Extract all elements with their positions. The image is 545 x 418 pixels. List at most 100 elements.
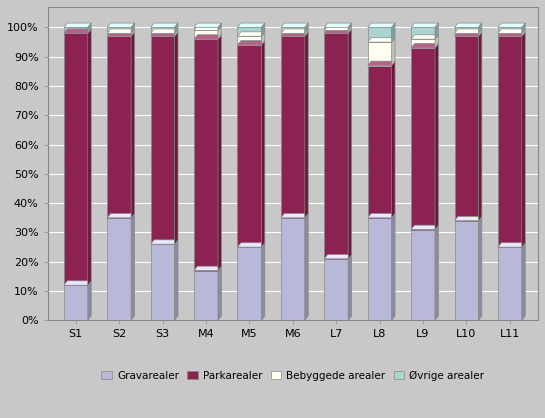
Polygon shape — [479, 32, 482, 221]
Polygon shape — [281, 29, 308, 33]
Polygon shape — [218, 23, 221, 31]
Bar — [368, 66, 391, 218]
Polygon shape — [262, 23, 265, 36]
Polygon shape — [498, 32, 525, 36]
Bar — [455, 36, 479, 221]
Polygon shape — [391, 214, 395, 320]
Polygon shape — [238, 32, 265, 36]
Polygon shape — [479, 29, 482, 36]
Polygon shape — [64, 23, 91, 28]
Polygon shape — [131, 23, 135, 33]
Bar — [107, 28, 131, 33]
Bar — [150, 244, 174, 320]
Polygon shape — [522, 243, 525, 320]
Bar — [411, 39, 435, 48]
Polygon shape — [391, 38, 395, 66]
Bar — [411, 229, 435, 320]
Polygon shape — [348, 29, 352, 259]
Polygon shape — [498, 29, 525, 33]
Polygon shape — [411, 43, 438, 48]
Polygon shape — [88, 29, 91, 285]
Polygon shape — [281, 214, 308, 218]
Polygon shape — [262, 41, 265, 247]
Bar — [64, 28, 88, 33]
Polygon shape — [324, 29, 352, 33]
Bar — [107, 33, 131, 36]
Polygon shape — [435, 35, 438, 48]
Bar — [455, 221, 479, 320]
Bar — [281, 28, 305, 33]
Polygon shape — [218, 26, 221, 39]
Polygon shape — [194, 266, 221, 270]
Bar — [194, 39, 218, 270]
Polygon shape — [194, 23, 221, 28]
Bar — [455, 33, 479, 36]
Bar — [281, 36, 305, 218]
Bar — [194, 31, 218, 39]
Bar — [368, 42, 391, 66]
Bar — [498, 247, 522, 320]
Polygon shape — [368, 38, 395, 42]
Polygon shape — [368, 61, 395, 66]
Bar — [64, 285, 88, 320]
Bar — [107, 36, 131, 218]
Polygon shape — [131, 29, 135, 36]
Polygon shape — [455, 23, 482, 28]
Polygon shape — [305, 29, 308, 36]
Polygon shape — [107, 32, 135, 36]
Polygon shape — [218, 266, 221, 320]
Polygon shape — [218, 35, 221, 270]
Bar — [498, 28, 522, 33]
Bar — [498, 33, 522, 36]
Polygon shape — [150, 29, 178, 33]
Polygon shape — [435, 43, 438, 229]
Polygon shape — [238, 41, 265, 45]
Bar — [324, 33, 348, 259]
Polygon shape — [324, 26, 352, 31]
Polygon shape — [324, 255, 352, 259]
Bar — [238, 247, 262, 320]
Polygon shape — [150, 240, 178, 244]
Polygon shape — [455, 217, 482, 221]
Polygon shape — [368, 23, 395, 28]
Polygon shape — [435, 23, 438, 39]
Bar — [324, 31, 348, 33]
Polygon shape — [131, 32, 135, 218]
Bar — [411, 48, 435, 229]
Polygon shape — [522, 29, 525, 36]
Bar — [498, 36, 522, 247]
Polygon shape — [348, 255, 352, 320]
Polygon shape — [107, 214, 135, 218]
Polygon shape — [411, 23, 438, 28]
Bar — [107, 218, 131, 320]
Bar — [455, 28, 479, 33]
Polygon shape — [498, 243, 525, 247]
Bar — [150, 36, 174, 244]
Bar — [194, 270, 218, 320]
Bar — [368, 28, 391, 42]
Bar — [281, 218, 305, 320]
Polygon shape — [305, 32, 308, 218]
Polygon shape — [479, 23, 482, 33]
Bar — [368, 218, 391, 320]
Bar — [194, 28, 218, 31]
Bar — [238, 45, 262, 247]
Bar — [150, 28, 174, 33]
Polygon shape — [411, 35, 438, 39]
Bar — [238, 28, 262, 36]
Polygon shape — [455, 29, 482, 33]
Polygon shape — [174, 23, 178, 33]
Polygon shape — [131, 214, 135, 320]
Polygon shape — [174, 32, 178, 244]
Polygon shape — [324, 23, 352, 28]
Polygon shape — [522, 32, 525, 247]
Polygon shape — [348, 23, 352, 31]
Polygon shape — [348, 26, 352, 33]
Bar — [281, 33, 305, 36]
Polygon shape — [479, 217, 482, 320]
Polygon shape — [107, 23, 135, 28]
Polygon shape — [391, 61, 395, 218]
Polygon shape — [435, 225, 438, 320]
Polygon shape — [281, 32, 308, 36]
Polygon shape — [64, 281, 91, 285]
